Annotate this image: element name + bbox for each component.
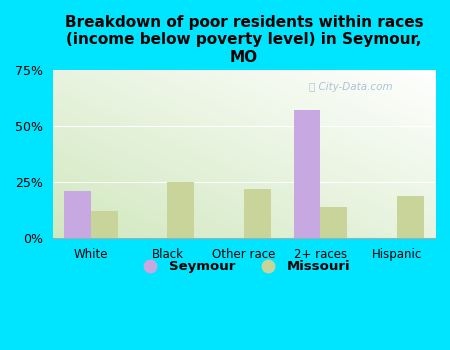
Bar [397,196,423,238]
Text: ⓘ City-Data.com: ⓘ City-Data.com [309,82,393,92]
Bar [293,111,320,238]
Legend: Seymour, Missouri: Seymour, Missouri [132,255,356,279]
Bar [64,191,91,238]
Bar [244,189,270,238]
Bar [167,182,194,238]
Bar [91,211,118,238]
Bar [320,207,347,238]
Title: Breakdown of poor residents within races
(income below poverty level) in Seymour: Breakdown of poor residents within races… [64,15,423,65]
